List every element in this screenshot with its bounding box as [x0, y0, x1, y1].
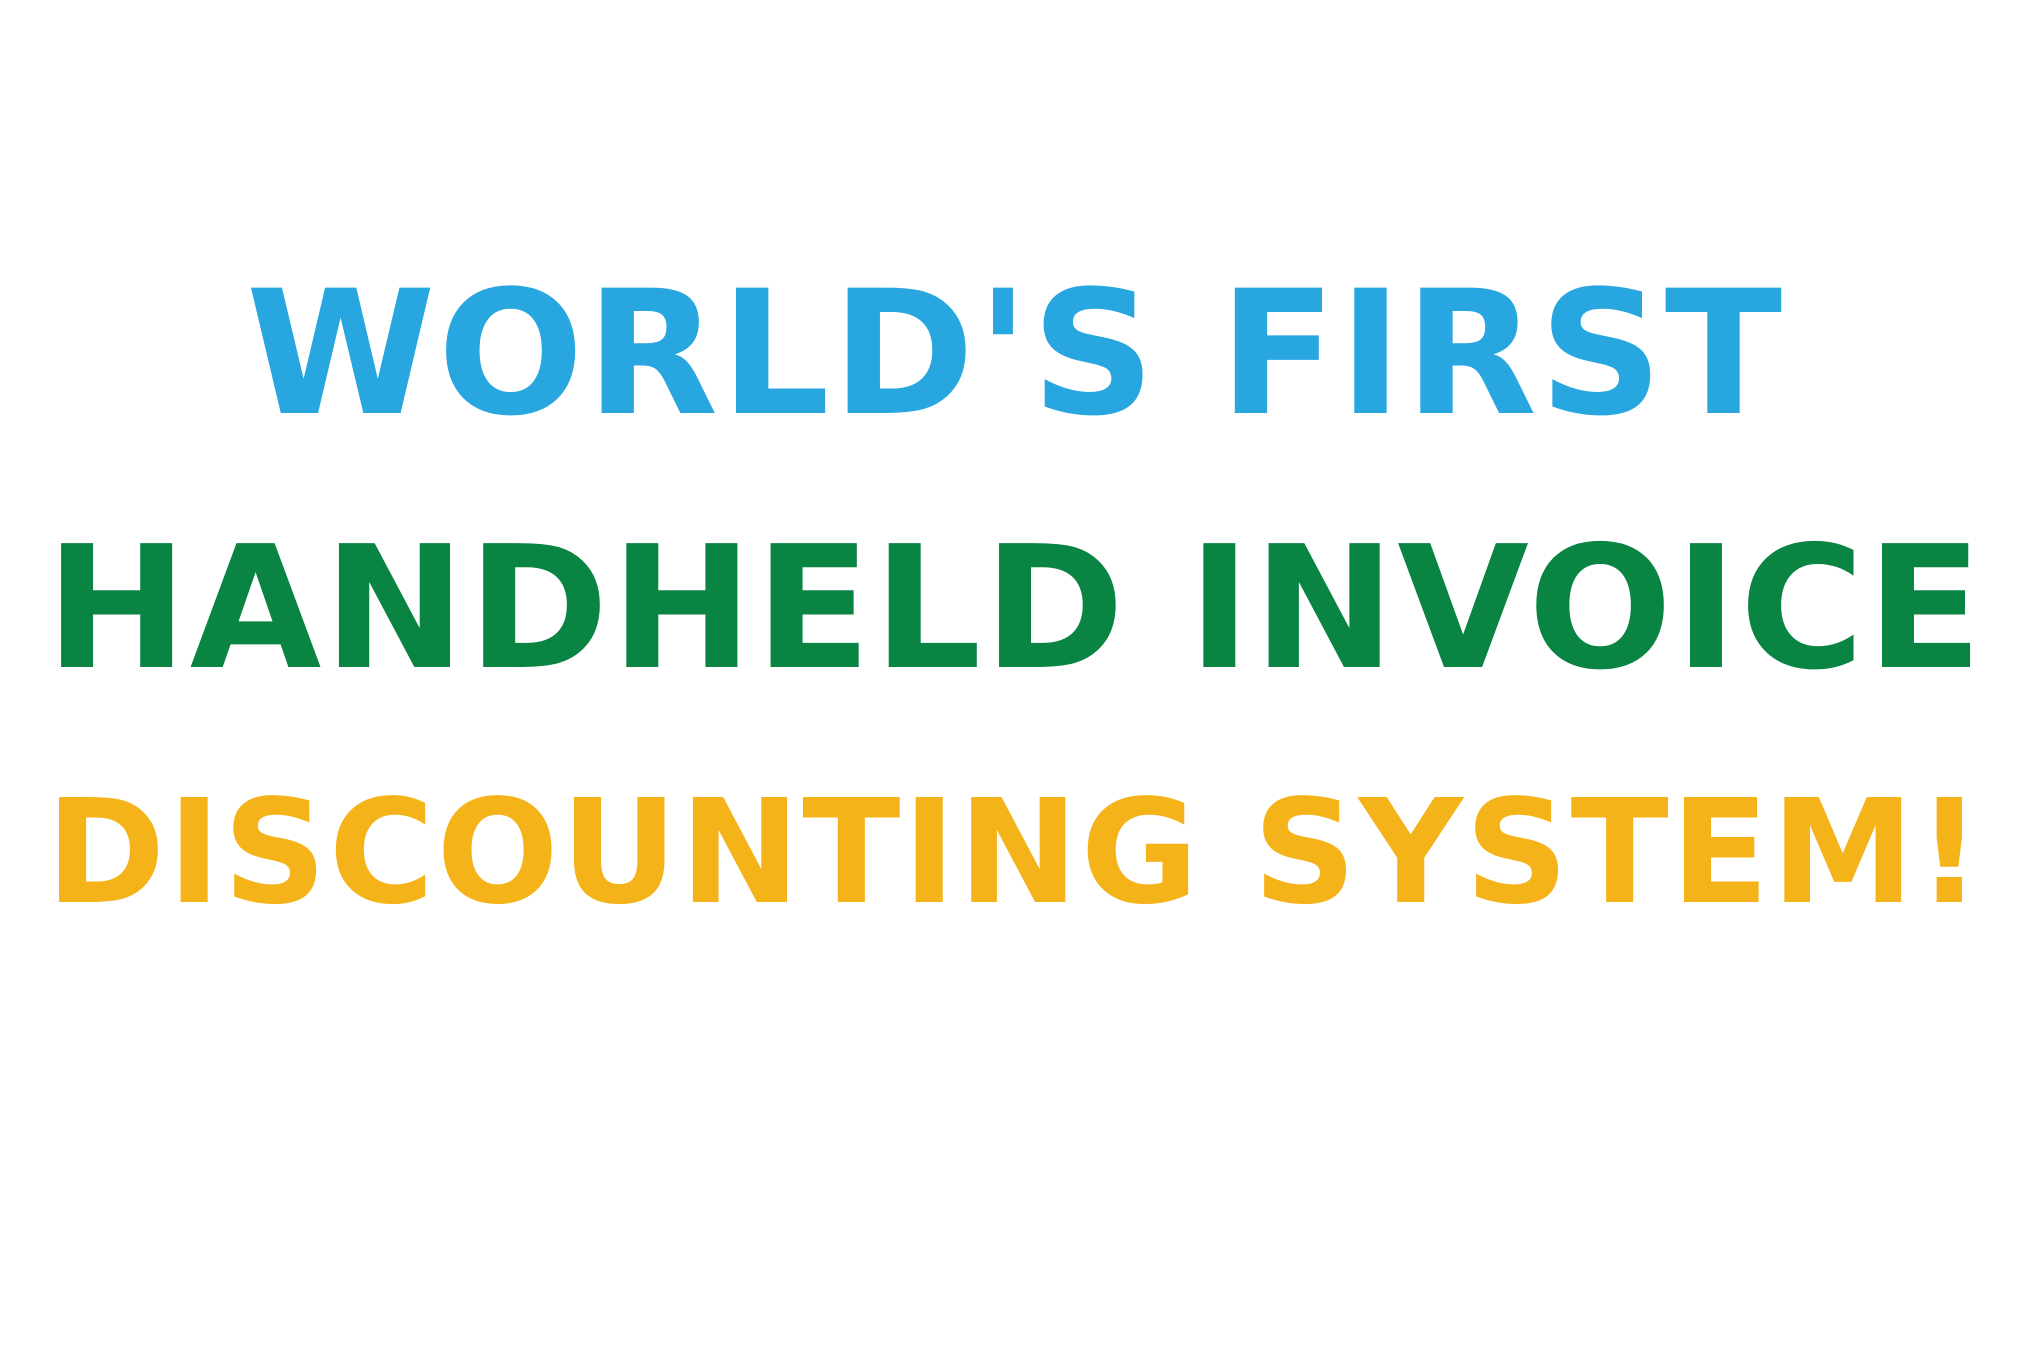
- headline-line-2: HANDHELD INVOICE: [45, 510, 1985, 708]
- headline-line-1: WORLD'S FIRST: [245, 253, 1785, 454]
- headline-line-3: DISCOUNTING SYSTEM!: [45, 768, 1985, 936]
